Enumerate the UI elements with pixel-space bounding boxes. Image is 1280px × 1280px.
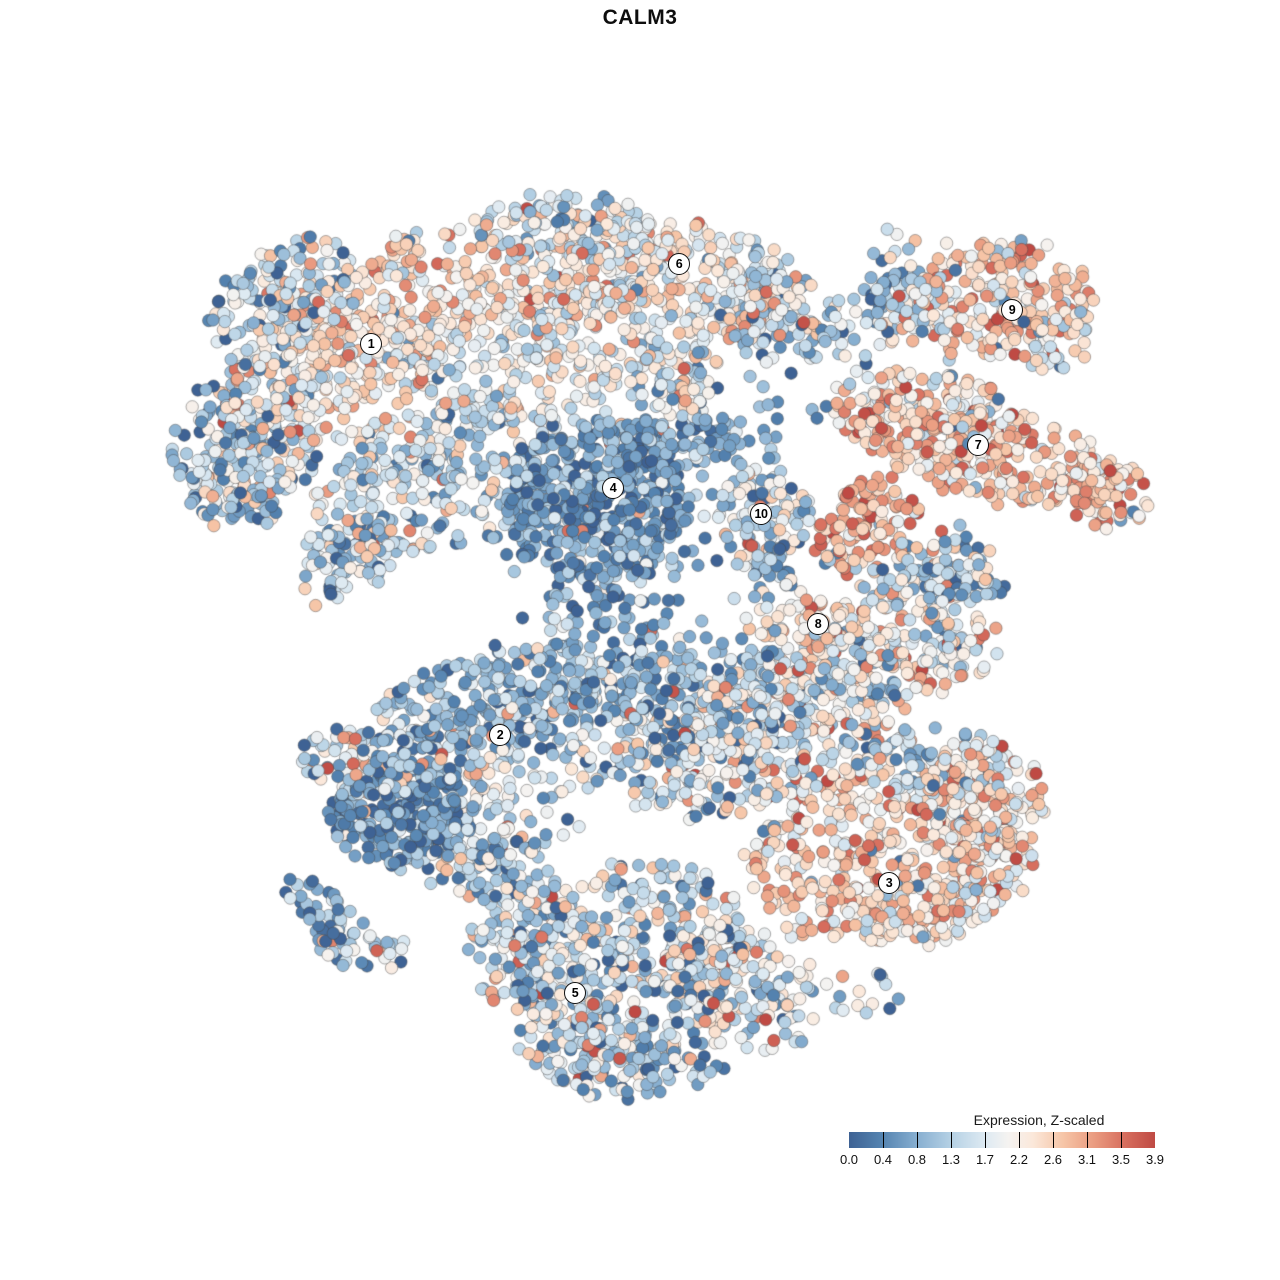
scatter-plot-canvas — [0, 0, 1280, 1280]
